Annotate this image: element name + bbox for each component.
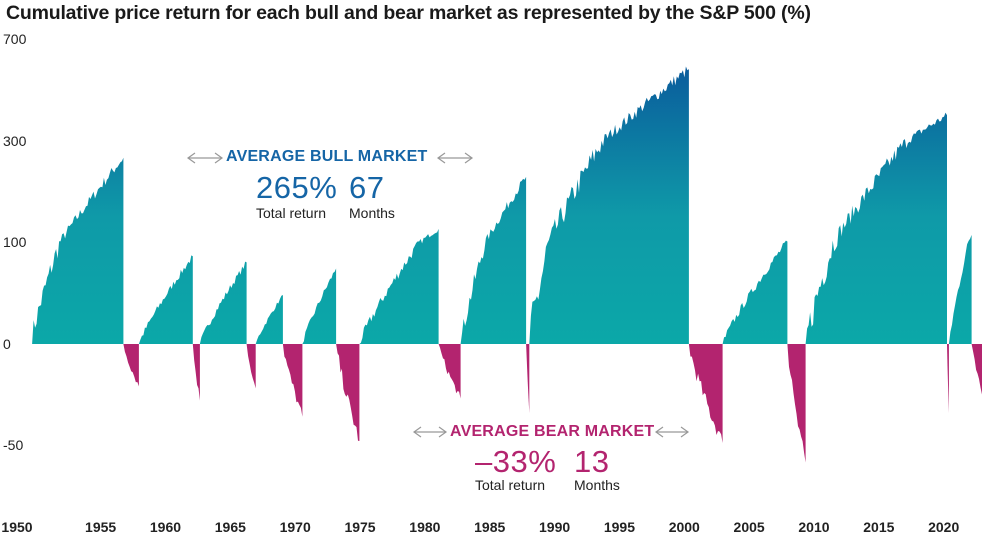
x-axis: 1950 1955 1960 1965 1970 1975 1980 1985 1990 1995… [1, 519, 959, 535]
bull-market-5 [302, 268, 337, 344]
bear-return-label: Total return [475, 477, 546, 493]
x-tick-label: 2010 [798, 519, 829, 535]
x-tick-label: 2020 [928, 519, 959, 535]
y-axis: 700 300 100 0 -50 [3, 31, 27, 453]
bull-market-7 [460, 176, 527, 344]
bear-market-5 [336, 344, 360, 441]
bull-market-6 [359, 228, 439, 344]
bear-annotation-title: AVERAGE BEAR MARKET [450, 423, 655, 440]
bear-market-8 [688, 344, 723, 443]
x-tick-label: 1960 [150, 519, 181, 535]
bull-market-8 [529, 66, 689, 344]
x-tick-label: 2000 [669, 519, 700, 535]
bear-market-3 [246, 344, 256, 389]
x-tick-label: 1990 [539, 519, 570, 535]
bull-months-label: Months [349, 205, 395, 221]
bear-market-7 [526, 344, 530, 413]
x-tick-label: 1965 [215, 519, 246, 535]
bear-months-label: Months [574, 477, 620, 493]
bull-market-2 [138, 255, 193, 344]
y-tick-label: 300 [3, 133, 27, 149]
bull-return-value: 265% [256, 170, 338, 205]
y-tick-label: 100 [3, 234, 27, 250]
bear-market-1 [123, 344, 139, 387]
annotation-arrows [186, 152, 690, 438]
x-tick-label: 1950 [1, 519, 32, 535]
y-tick-label: 700 [3, 31, 27, 47]
bull-market-1 [30, 157, 124, 344]
bear-return-value: –33% [475, 444, 557, 479]
bear-market-4 [282, 344, 303, 417]
bear-market-11 [971, 344, 982, 395]
x-tick-label: 2015 [863, 519, 894, 535]
bear-market-2 [192, 344, 200, 401]
bull-market-11 [948, 234, 972, 344]
bear-market-10 [947, 344, 949, 413]
x-tick-label: 1985 [474, 519, 505, 535]
x-tick-label: 2005 [734, 519, 765, 535]
bear-months-value: 13 [574, 444, 610, 479]
bull-market-3 [199, 261, 247, 344]
bars-layer [30, 66, 982, 463]
x-tick-label: 1980 [409, 519, 440, 535]
chart-title: Cumulative price return for each bull an… [6, 2, 811, 24]
bear-market-9 [787, 344, 806, 463]
x-tick-label: 1975 [344, 519, 375, 535]
bull-return-label: Total return [256, 205, 327, 221]
x-tick-label: 1995 [604, 519, 635, 535]
x-tick-label: 1955 [85, 519, 116, 535]
bear-market-6 [438, 344, 461, 399]
bull-annotation-title: AVERAGE BULL MARKET [226, 148, 428, 165]
x-tick-label: 1970 [280, 519, 311, 535]
y-tick-label: 0 [3, 336, 11, 352]
bull-market-9 [722, 240, 788, 344]
y-tick-label: -50 [3, 437, 23, 453]
bull-months-value: 67 [349, 170, 385, 205]
bull-market-10 [805, 112, 947, 344]
bull-market-4 [255, 295, 283, 344]
